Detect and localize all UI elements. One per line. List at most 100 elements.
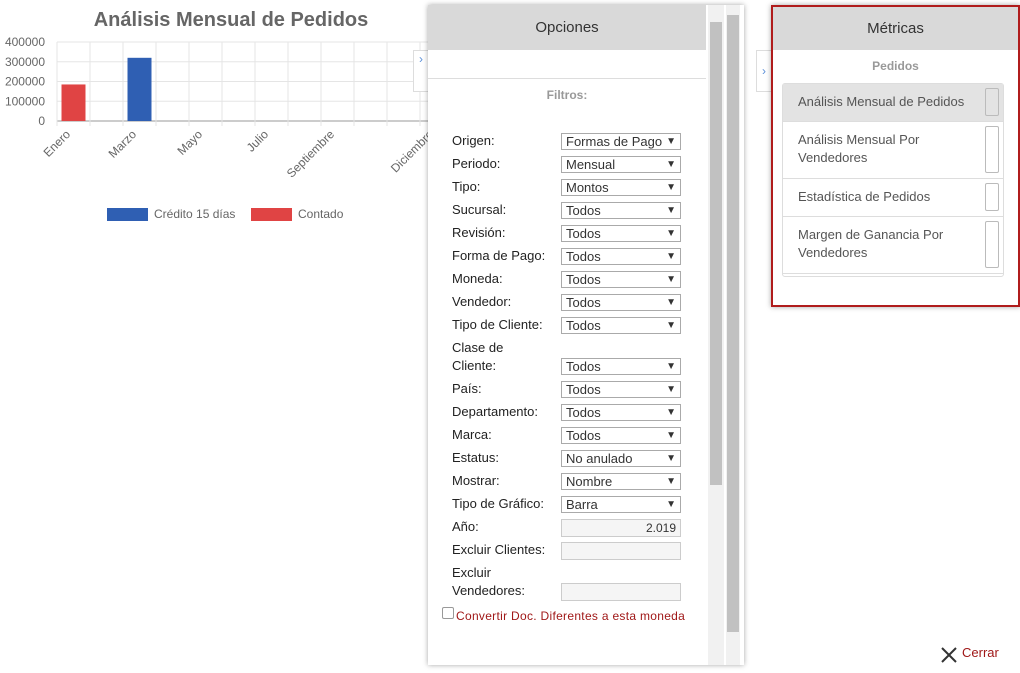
select-arrow: ▼ [666, 159, 676, 170]
filter-label: Marca: [452, 427, 492, 442]
select[interactable]: Formas de Pago ▼ [561, 133, 681, 150]
filter-label: Origen: [452, 133, 495, 148]
select-value: Todos [566, 272, 601, 287]
close-button[interactable]: Cerrar [962, 645, 999, 660]
legend-swatch [251, 208, 292, 221]
scrollbar[interactable] [726, 5, 740, 665]
select-arrow: ▼ [666, 476, 676, 487]
legend-label: Crédito 15 días [154, 207, 235, 221]
select-arrow: ▼ [666, 205, 676, 216]
text-input[interactable] [561, 583, 681, 601]
filter-label: Tipo de Cliente: [452, 317, 543, 332]
select[interactable]: Todos ▼ [561, 317, 681, 334]
metric-toggle[interactable] [985, 88, 999, 116]
select-value: Mensual [566, 157, 616, 172]
select[interactable]: Mensual ▼ [561, 156, 681, 173]
select[interactable]: Todos ▼ [561, 358, 681, 375]
metrics-list: Análisis Mensual de Pedidos Análisis Mens… [782, 83, 1004, 277]
collapse-tab[interactable]: › [413, 50, 429, 92]
y-tick-label: 0 [38, 114, 45, 128]
filter-label: País: [452, 381, 482, 396]
divider [428, 78, 706, 79]
options-panel: Opciones Filtros: Convertir Doc. Diferen… [428, 5, 744, 665]
select-arrow: ▼ [666, 228, 676, 239]
filter-label: Tipo de Gráfico: [452, 496, 545, 511]
select-arrow: ▼ [666, 453, 676, 464]
metric-item[interactable]: Estadística de Pedidos [783, 179, 1003, 217]
select-value: No anulado [566, 451, 633, 466]
x-tick-label: Marzo [106, 127, 140, 161]
select[interactable]: Todos ▼ [561, 202, 681, 219]
filter-label: Revisión: [452, 225, 506, 240]
filter-label: Periodo: [452, 156, 501, 171]
metric-label[interactable]: Análisis Mensual de Pedidos [798, 94, 965, 109]
select-value: Todos [566, 249, 601, 264]
select[interactable]: Todos ▼ [561, 381, 681, 398]
bar [127, 57, 152, 121]
x-tick-label: Septiembre [284, 127, 338, 181]
year-input[interactable]: 2.019 [561, 519, 681, 537]
x-tick-label: Enero [41, 127, 74, 160]
metric-label[interactable]: Análisis Mensual Por Vendedores [798, 132, 920, 165]
select-arrow: ▼ [666, 430, 676, 441]
select-arrow: ▼ [666, 499, 676, 510]
select-value: Formas de Pago [566, 134, 663, 149]
select[interactable]: Montos ▼ [561, 179, 681, 196]
filter-label: Moneda: [452, 271, 503, 286]
filter-label: Departamento: [452, 404, 538, 419]
select-value: Montos [566, 180, 609, 195]
select-value: Barra [566, 497, 598, 512]
scroll-thumb[interactable] [710, 22, 722, 485]
select[interactable]: Todos ▼ [561, 294, 681, 311]
collapse-tab[interactable]: › [756, 50, 772, 92]
select[interactable]: Todos ▼ [561, 404, 681, 421]
group-title: Pedidos [872, 59, 919, 73]
select-value: Todos [566, 318, 601, 333]
x-tick-label: Mayo [174, 127, 205, 158]
metric-toggle[interactable] [985, 221, 999, 268]
metric-item[interactable]: Análisis Mensual de Pedidos [783, 84, 1003, 122]
filter-label: Forma de Pago: [452, 248, 546, 263]
select-value: Todos [566, 295, 601, 310]
select[interactable]: Todos ▼ [561, 271, 681, 288]
metric-item[interactable]: Margen de Ganancia Por Vendedores [783, 217, 1003, 274]
metric-label[interactable]: Estadística de Pedidos [798, 189, 931, 204]
select[interactable]: Barra ▼ [561, 496, 681, 513]
chart: Análisis Mensual de Pedidos 0 100000 200000… [5, 9, 428, 221]
select-value: Todos [566, 405, 601, 420]
panel-header: Opciones [428, 5, 706, 50]
select-arrow: ▼ [666, 384, 676, 395]
metric-label[interactable]: Margen de Ganancia Por Vendedores [798, 227, 944, 260]
filter-label: Clase de Cliente: [452, 340, 504, 373]
select-arrow: ▼ [666, 251, 676, 262]
select[interactable]: No anulado ▼ [561, 450, 681, 467]
x-tick-label: Diciembre [388, 127, 428, 175]
select[interactable]: Todos ▼ [561, 427, 681, 444]
scrollbar[interactable] [708, 5, 724, 665]
x-tick-label: Julio [244, 127, 272, 155]
text-input[interactable] [561, 542, 681, 560]
filter-label: Estatus: [452, 450, 499, 465]
metric-toggle[interactable] [985, 126, 999, 173]
select[interactable]: Todos ▼ [561, 225, 681, 242]
filter-label: Tipo: [452, 179, 481, 194]
filter-label: Excluir Vendedores: [452, 565, 526, 598]
select-arrow: ▼ [666, 407, 676, 418]
scroll-thumb[interactable] [727, 15, 739, 632]
select-arrow: ▼ [666, 182, 676, 193]
select[interactable]: Todos ▼ [561, 248, 681, 265]
panel-header: Métricas [773, 7, 1018, 50]
legend-swatch [107, 208, 148, 221]
close-icon[interactable] [940, 646, 958, 664]
y-tick-label: 200000 [5, 75, 45, 89]
select-arrow: ▼ [666, 361, 676, 372]
metric-toggle[interactable] [985, 183, 999, 211]
checkbox[interactable] [442, 607, 454, 619]
select-arrow: ▼ [666, 320, 676, 331]
metric-item[interactable]: Análisis Mensual Por Vendedores [783, 122, 1003, 179]
select-value: Todos [566, 203, 601, 218]
select[interactable]: Nombre ▼ [561, 473, 681, 490]
checkbox-label[interactable]: Convertir Doc. Diferentes a esta moneda [456, 609, 686, 623]
filter-label: Sucursal: [452, 202, 507, 217]
